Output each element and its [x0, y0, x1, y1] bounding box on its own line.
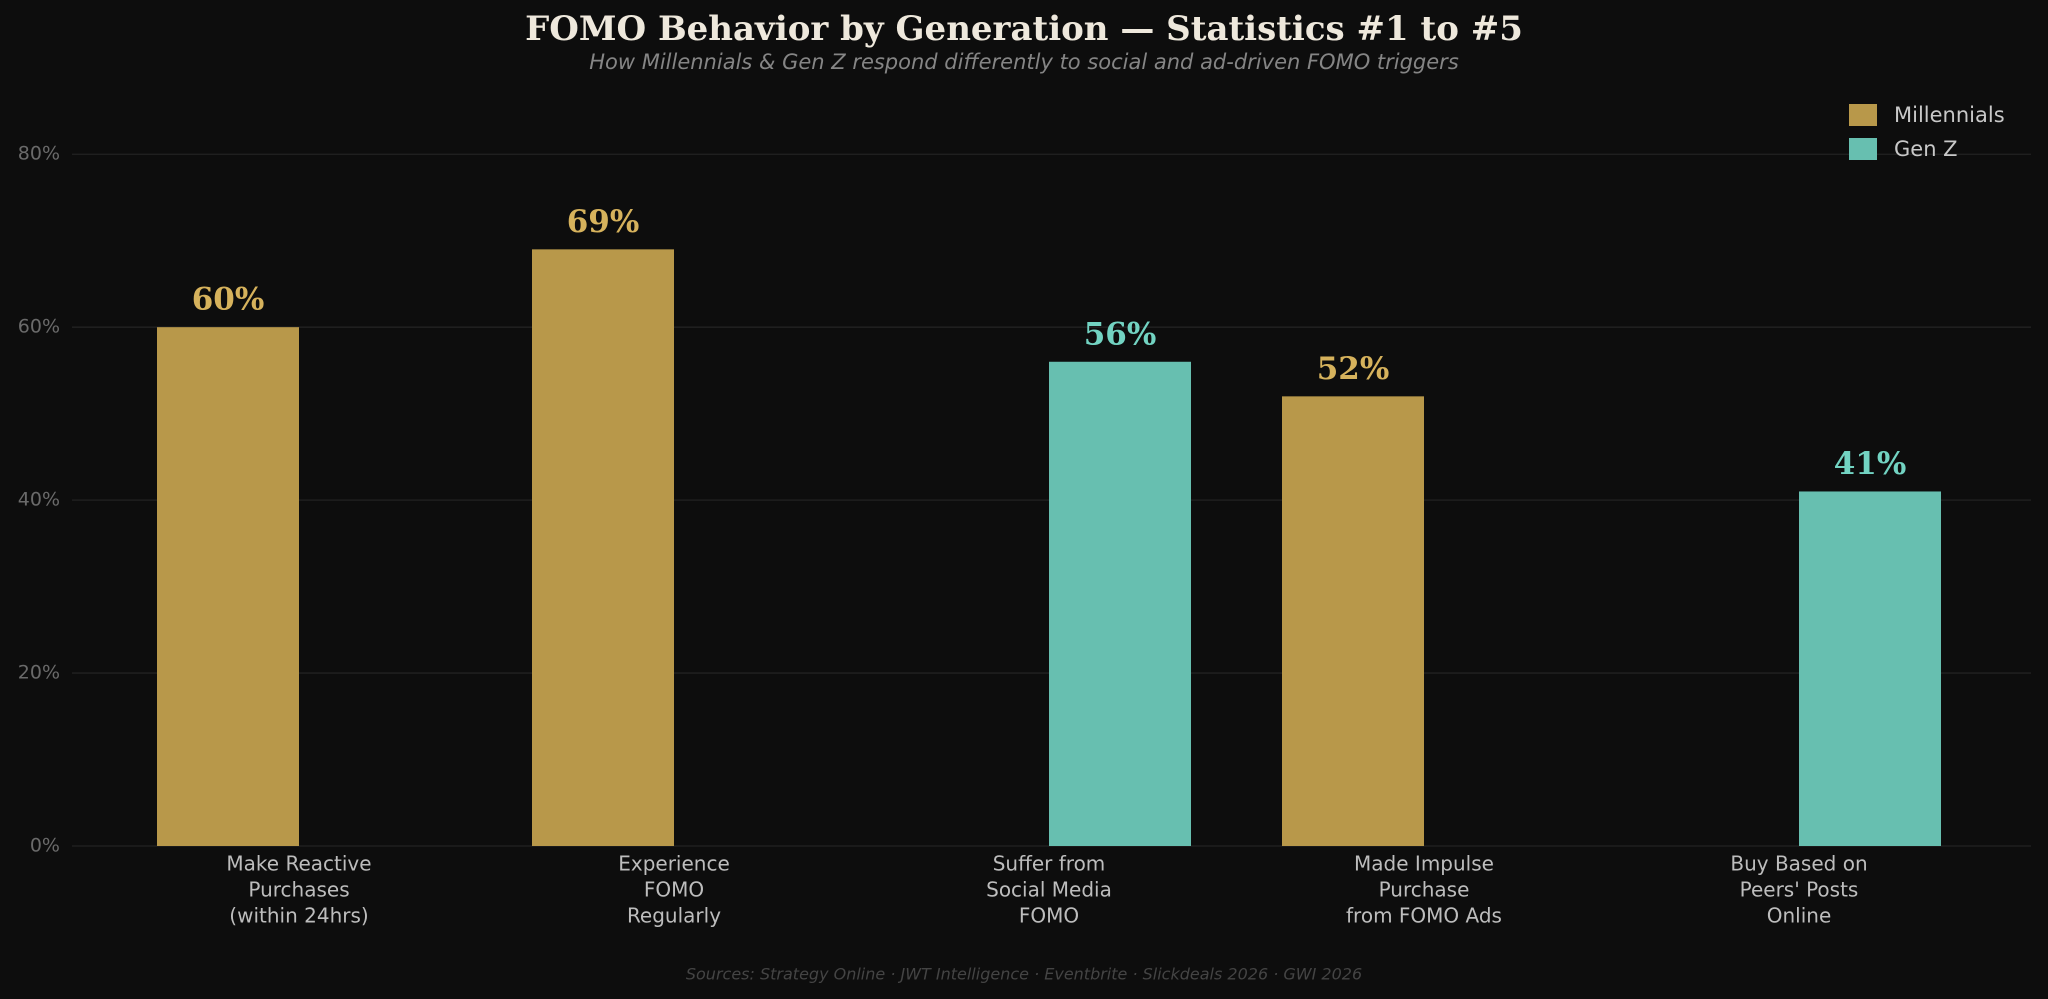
y-tick-label: 60% — [18, 316, 60, 338]
bar — [1799, 491, 1941, 846]
x-tick-label: Experience — [618, 852, 730, 876]
x-tick-label: Peers' Posts — [1740, 878, 1859, 902]
source-note: Sources: Strategy Online · JWT Intellige… — [686, 965, 1362, 984]
value-label: 41% — [1834, 446, 1907, 482]
x-tick-label: Regularly — [627, 904, 721, 928]
y-tick-label: 80% — [18, 143, 60, 165]
y-tick-label: 0% — [30, 835, 60, 857]
x-tick-label: Online — [1767, 904, 1832, 928]
bar — [157, 327, 299, 846]
legend-swatch — [1849, 104, 1877, 126]
bar — [1049, 361, 1191, 846]
value-label: 56% — [1084, 316, 1157, 352]
x-tick-label: Made Impulse — [1354, 852, 1494, 876]
legend-label: Millennials — [1894, 103, 2005, 127]
x-tick-label: FOMO — [1019, 904, 1079, 928]
x-tick-label: Suffer from — [993, 852, 1106, 876]
x-tick-label: Buy Based on — [1730, 852, 1867, 876]
legend-label: Gen Z — [1894, 137, 1958, 161]
value-label: 60% — [192, 282, 265, 318]
x-tick-label: Purchase — [1379, 878, 1470, 902]
x-tick-label: (within 24hrs) — [229, 904, 368, 928]
chart-subtitle: How Millennials & Gen Z respond differen… — [589, 50, 1459, 74]
y-tick-label: 20% — [18, 662, 60, 684]
bar — [1282, 396, 1424, 846]
x-tick-label: Make Reactive — [226, 852, 371, 876]
value-label: 69% — [567, 204, 640, 240]
x-tick-label: Purchases — [248, 878, 349, 902]
x-tick-label: from FOMO Ads — [1346, 904, 1502, 928]
value-label: 52% — [1317, 351, 1390, 387]
bar — [532, 249, 674, 847]
x-tick-label: FOMO — [644, 878, 704, 902]
chart-title: FOMO Behavior by Generation — Statistics… — [525, 9, 1523, 49]
legend-swatch — [1849, 138, 1877, 160]
y-tick-label: 40% — [18, 489, 60, 511]
x-tick-label: Social Media — [986, 878, 1112, 902]
